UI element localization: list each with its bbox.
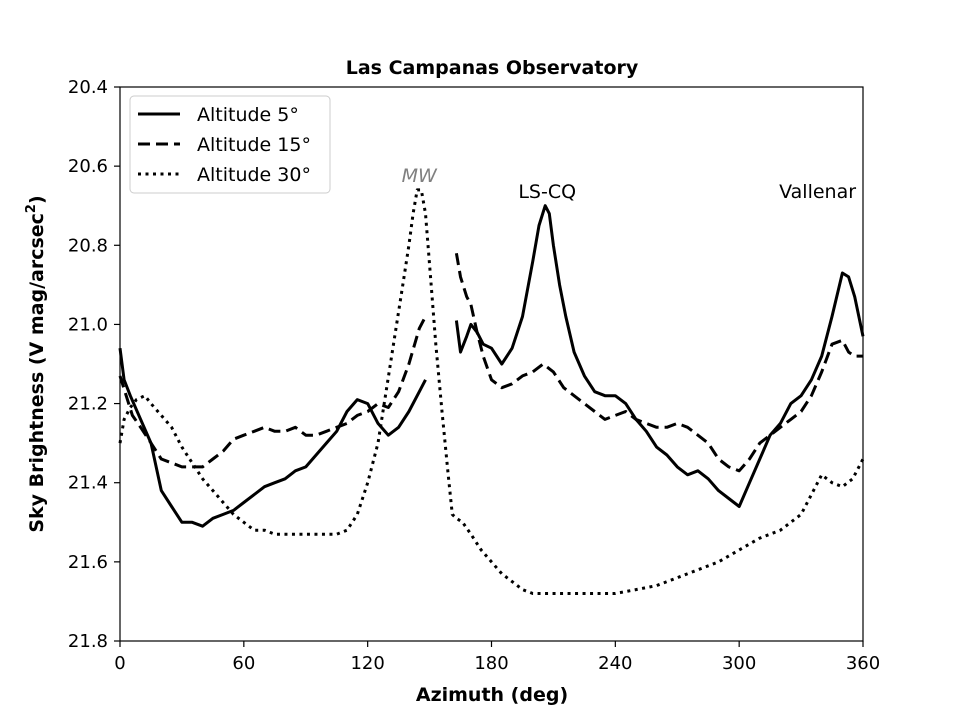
y-tick-label: 21.2 [68,394,108,415]
annotation-label: MW [402,165,438,187]
series-layer [118,188,865,595]
x-axis-label: Azimuth (deg) [416,684,568,706]
y-axis-label-end: ) [26,195,48,204]
series-line-2-segment-1 [118,315,427,469]
series-line-1-segment-1 [118,348,427,528]
x-tick-label: 0 [114,653,125,674]
x-tick-label: 120 [350,653,384,674]
x-tick-label: 180 [474,653,508,674]
legend-label-1: Altitude 5° [197,104,299,126]
x-tick-label: 360 [846,653,880,674]
y-tick-label: 20.4 [68,77,108,98]
annotations: MW LS-CQ Vallenar [402,165,857,203]
annotation-label: Vallenar [779,181,856,203]
legend-label-2: Altitude 15° [197,134,311,156]
chart-title: Las Campanas Observatory [346,57,639,79]
y-axis-label-main: Sky Brightness (V mag/arcsec [26,213,48,533]
y-tick-label: 21.0 [68,314,108,335]
x-axis: 0 60 120 180 240 300 360 [114,641,880,674]
series-line-3-segment-1 [118,188,865,595]
y-tick-label: 20.8 [68,235,108,256]
x-tick-label: 60 [232,653,255,674]
series-line-2-segment-2 [454,252,863,473]
y-tick-label: 20.6 [68,156,108,177]
y-axis-label-sup: 2 [24,204,39,213]
y-axis-label: Sky Brightness (V mag/arcsec2) [24,195,48,532]
annotation-label: LS-CQ [518,181,576,203]
legend-label-3: Altitude 30° [197,164,311,186]
y-tick-label: 21.6 [68,552,108,573]
legend: Altitude 5° Altitude 15° Altitude 30° [129,95,331,194]
series-line-1-segment-2 [454,204,865,508]
y-axis: 20.4 20.6 20.8 21.0 21.2 21.4 21.6 21.8 [68,77,120,652]
y-tick-label: 21.4 [68,473,108,494]
y-tick-label: 21.8 [68,631,108,652]
x-tick-label: 300 [722,653,756,674]
x-tick-label: 240 [598,653,632,674]
legend-box [129,95,331,194]
